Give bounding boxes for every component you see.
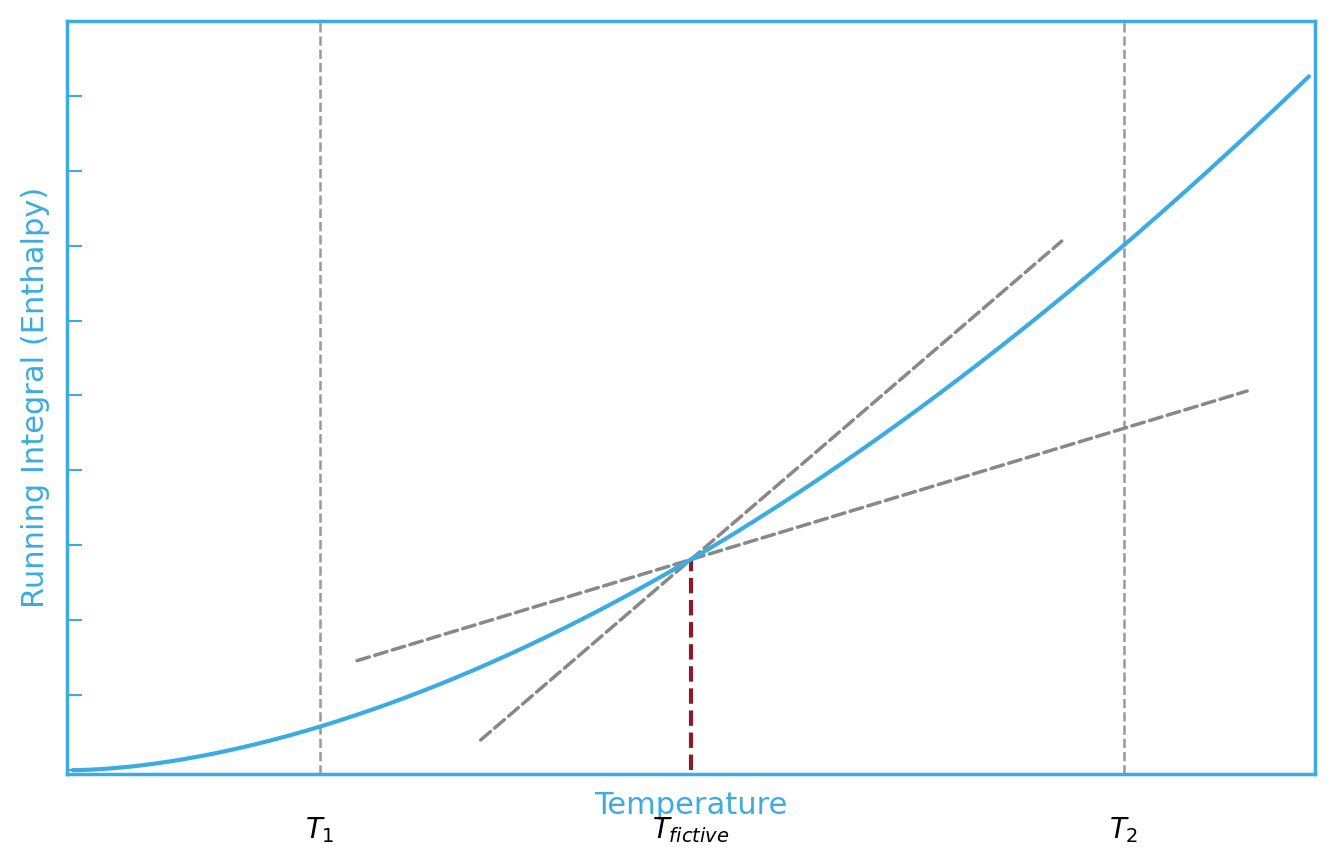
Y-axis label: Running Integral (Enthalpy): Running Integral (Enthalpy): [21, 187, 49, 608]
X-axis label: Temperature: Temperature: [595, 790, 787, 820]
Text: $T_2$: $T_2$: [1109, 815, 1138, 846]
Text: $T_{fictive}$: $T_{fictive}$: [652, 815, 729, 846]
Text: $T_1$: $T_1$: [305, 815, 335, 846]
